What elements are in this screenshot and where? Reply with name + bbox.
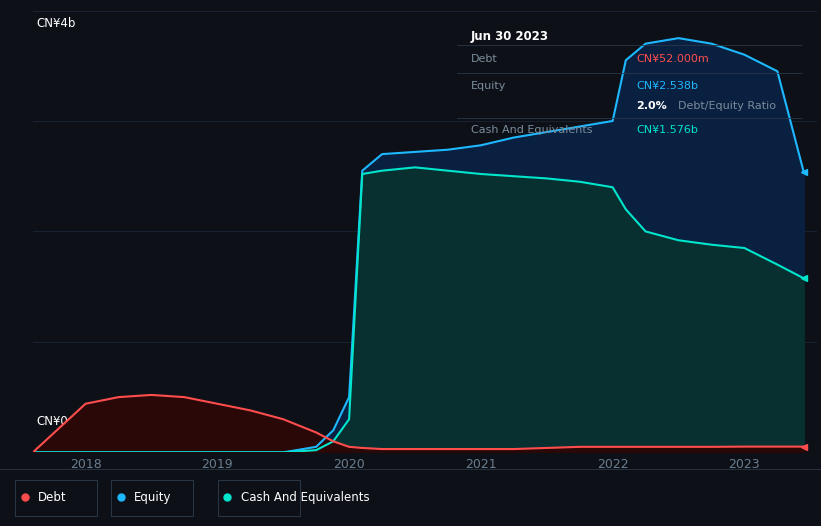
Text: Equity: Equity [134,491,172,503]
Text: Equity: Equity [471,82,507,92]
Text: CN¥0: CN¥0 [37,415,68,428]
Text: CN¥2.538b: CN¥2.538b [636,82,699,92]
Text: Cash And Equivalents: Cash And Equivalents [241,491,369,503]
Text: Jun 30 2023: Jun 30 2023 [471,29,549,43]
Text: 2.0%: 2.0% [636,100,667,110]
Text: Debt: Debt [38,491,67,503]
Text: Cash And Equivalents: Cash And Equivalents [471,125,593,135]
Text: CN¥52.000m: CN¥52.000m [636,54,709,64]
Text: CN¥1.576b: CN¥1.576b [636,125,699,135]
Text: Debt/Equity Ratio: Debt/Equity Ratio [678,100,776,110]
Text: Debt: Debt [471,54,498,64]
Text: CN¥4b: CN¥4b [37,17,76,30]
